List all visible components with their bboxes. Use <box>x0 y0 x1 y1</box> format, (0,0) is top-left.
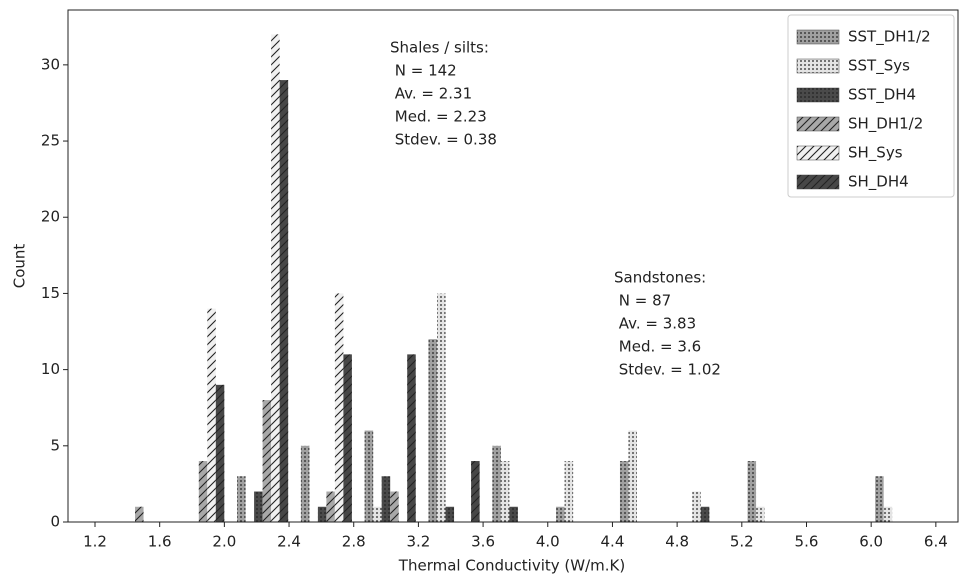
x-tick-label: 1.6 <box>148 533 172 551</box>
annotation-line: N = 142 <box>390 62 457 80</box>
bar-hatch <box>343 354 352 522</box>
annotation-line: Stdev. = 0.38 <box>390 131 497 149</box>
bar-hatch <box>428 339 438 522</box>
bar-hatch <box>279 80 289 522</box>
bar-hatch <box>407 354 416 522</box>
legend-swatch-hatch <box>797 88 839 102</box>
x-tick-label: 3.6 <box>471 533 495 551</box>
bar-hatch <box>364 430 374 522</box>
bar-hatch <box>271 34 280 522</box>
legend-swatch-hatch <box>797 146 839 160</box>
x-tick-label: 5.6 <box>795 533 819 551</box>
bar-hatch <box>334 293 344 522</box>
annotation-line: Med. = 2.23 <box>390 108 487 126</box>
y-tick-label: 10 <box>41 360 60 378</box>
x-axis-label: Thermal Conductivity (W/m.K) <box>398 557 625 575</box>
legend-label: SH_Sys <box>848 144 903 163</box>
y-tick-label: 20 <box>41 208 60 226</box>
y-tick-label: 30 <box>41 55 60 73</box>
bar-hatch <box>237 476 246 522</box>
legend-label: SST_DH4 <box>848 86 916 105</box>
bar-hatch <box>471 461 480 522</box>
bar-hatch <box>300 445 310 522</box>
bar-hatch <box>564 461 574 522</box>
legend-swatch-hatch <box>797 59 839 73</box>
y-tick-label: 25 <box>41 132 60 150</box>
y-tick-label: 5 <box>50 436 60 454</box>
x-tick-label: 4.0 <box>536 533 560 551</box>
bar-hatch <box>492 445 501 522</box>
y-tick-label: 0 <box>50 513 60 531</box>
annotation-line: Shales / silts: <box>390 39 489 57</box>
plot-frame <box>67 9 959 523</box>
bar-hatch <box>215 384 225 522</box>
x-tick-label: 3.2 <box>406 533 430 551</box>
x-tick-label: 4.4 <box>601 533 625 551</box>
legend-swatch-hatch <box>797 30 839 44</box>
bar-hatch <box>262 400 272 522</box>
bar-hatch <box>509 506 518 522</box>
bar-hatch <box>445 506 455 522</box>
bar-hatch <box>700 506 710 522</box>
bar-hatch <box>500 461 510 522</box>
x-tick-label: 2.0 <box>212 533 236 551</box>
bar-hatch <box>326 491 335 522</box>
bar-hatch <box>875 476 884 522</box>
bar-hatch <box>556 506 565 522</box>
bar-hatch <box>756 506 765 522</box>
bar-hatch <box>317 506 327 522</box>
bar-hatch <box>883 506 893 522</box>
y-axis-label: Count <box>11 244 29 289</box>
legend-label: SST_Sys <box>848 57 910 76</box>
bar-hatch <box>381 476 391 522</box>
annotation-line: Sandstones: <box>614 269 706 287</box>
x-tick-label: 6.0 <box>859 533 883 551</box>
legend-label: SH_DH1/2 <box>848 115 923 134</box>
x-tick-label: 2.4 <box>277 533 301 551</box>
annotation-line: Stdev. = 1.02 <box>614 361 721 379</box>
bar-hatch <box>373 506 382 522</box>
x-tick-label: 5.2 <box>730 533 754 551</box>
annotation-line: Av. = 3.83 <box>614 315 696 333</box>
bar-hatch <box>619 461 629 522</box>
y-tick-label: 15 <box>41 284 60 302</box>
x-tick-label: 6.4 <box>924 533 948 551</box>
bar-hatch <box>135 506 144 522</box>
bar-hatch <box>747 461 757 522</box>
bar-hatch <box>628 430 637 522</box>
legend-label: SH_DH4 <box>848 173 909 192</box>
x-tick-label: 2.8 <box>342 533 366 551</box>
x-tick-label: 1.2 <box>83 533 107 551</box>
x-tick-label: 4.8 <box>665 533 689 551</box>
annotation-line: N = 87 <box>614 292 671 310</box>
bar-hatch <box>390 491 399 522</box>
annotation-line: Av. = 2.31 <box>390 85 472 103</box>
legend-swatch-hatch <box>797 175 839 189</box>
bar-hatch <box>254 491 263 522</box>
legend-label: SST_DH1/2 <box>848 28 931 47</box>
annotation-line: Med. = 3.6 <box>614 338 701 356</box>
bar-hatch <box>692 491 701 522</box>
bar-hatch <box>207 308 216 522</box>
bar-hatch <box>198 461 208 522</box>
legend-swatch-hatch <box>797 117 839 131</box>
bar-hatch <box>437 293 446 522</box>
